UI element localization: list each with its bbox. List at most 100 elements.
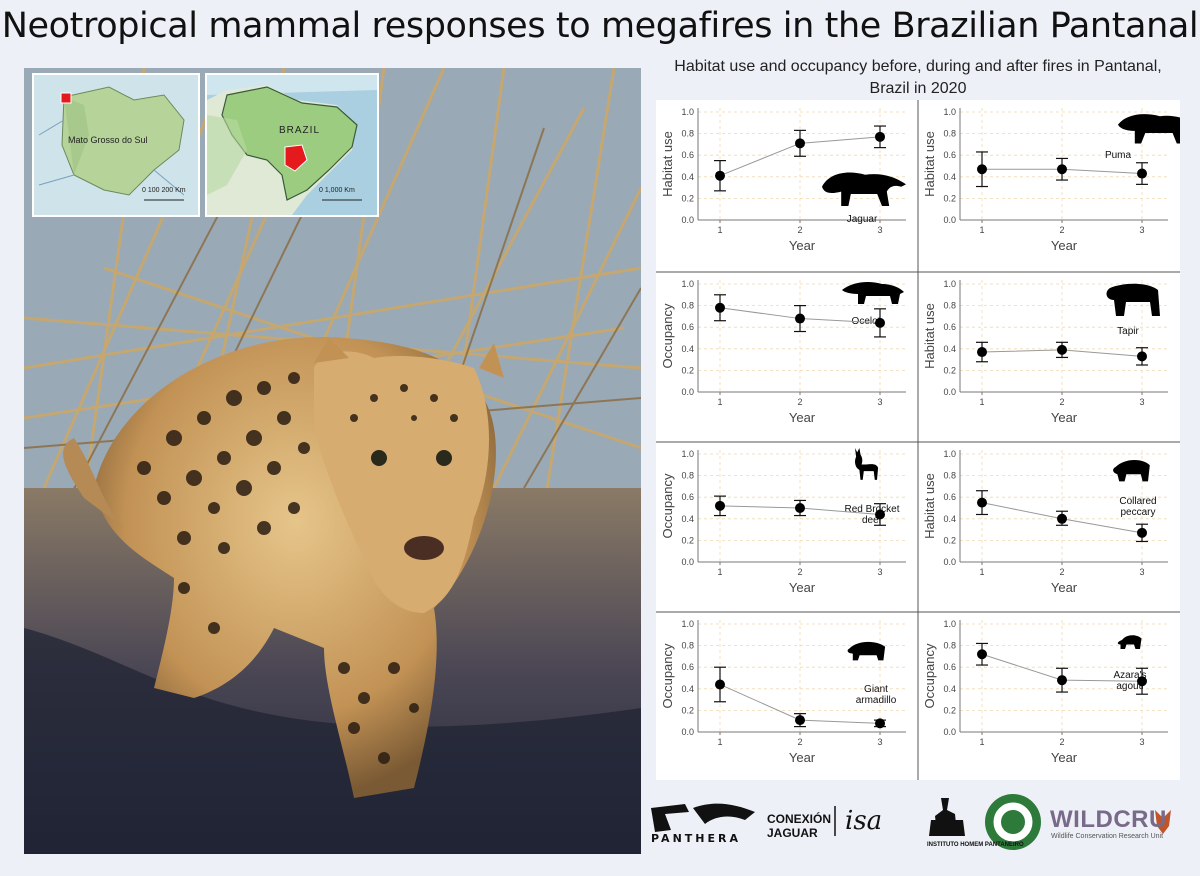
x-tick-label: 2 xyxy=(1059,225,1064,235)
y-tick-label: 0.8 xyxy=(943,301,956,311)
data-point xyxy=(715,500,725,511)
y-tick-label: 0.4 xyxy=(681,172,694,182)
y-tick-label: 0.6 xyxy=(681,150,694,160)
x-tick-label: 3 xyxy=(1139,397,1144,407)
y-tick-label: 0.6 xyxy=(681,662,694,672)
chart-ocelot: 0.0 0.2 0.4 0.6 0.8 1.0 1 2 3 Year Occupancy Ocelot xyxy=(660,279,906,425)
x-axis-label: Year xyxy=(789,238,816,253)
panthera-logo-text: PANTHERA xyxy=(651,832,741,845)
wildcru-logo-text: WILDCRU xyxy=(1050,806,1167,833)
chart-azara-s-agouti: 0.0 0.2 0.4 0.6 0.8 1.0 1 2 3 Year Occupancy Azara'… xyxy=(922,619,1168,765)
data-point xyxy=(795,715,805,726)
y-tick-label: 0.0 xyxy=(681,215,694,225)
y-tick-label: 0.2 xyxy=(681,193,694,203)
y-tick-label: 0.4 xyxy=(681,514,694,524)
human-carnivore-coexistence-logo-icon xyxy=(985,794,1041,850)
y-tick-label: 0.6 xyxy=(943,150,956,160)
chart-giant-armadillo: 0.0 0.2 0.4 0.6 0.8 1.0 1 2 3 Year Occupancy Gianta… xyxy=(660,619,906,765)
y-axis-label: Habitat use xyxy=(922,303,937,369)
species-label: peccary xyxy=(1120,507,1155,518)
x-tick-label: 3 xyxy=(877,567,882,577)
data-point xyxy=(715,679,725,690)
page-title: Neotropical mammal responses to megafire… xyxy=(1,6,1199,46)
azara-s-agouti-silhouette-icon xyxy=(1117,635,1142,649)
y-tick-label: 0.2 xyxy=(681,535,694,545)
x-tick-label: 2 xyxy=(797,567,802,577)
state-map-illustration xyxy=(34,75,198,215)
x-axis-label: Year xyxy=(1051,750,1078,765)
chart-tapir: 0.0 0.2 0.4 0.6 0.8 1.0 1 2 3 Year Habitat use Tapi… xyxy=(922,279,1168,425)
y-tick-label: 1.0 xyxy=(681,449,694,459)
y-tick-label: 0.4 xyxy=(943,514,956,524)
x-tick-label: 2 xyxy=(797,225,802,235)
conexion-logo-line1: CONEXIÓN xyxy=(767,812,832,826)
x-axis-label: Year xyxy=(789,410,816,425)
x-axis-label: Year xyxy=(1051,238,1078,253)
isa-logo-text: isa xyxy=(845,806,883,836)
y-tick-label: 0.4 xyxy=(681,344,694,354)
species-label: Puma xyxy=(1105,150,1132,161)
y-tick-label: 0.4 xyxy=(943,344,956,354)
x-axis-label: Year xyxy=(1051,410,1078,425)
y-tick-label: 1.0 xyxy=(943,449,956,459)
collared-peccary-silhouette-icon xyxy=(1113,460,1150,482)
x-tick-label: 1 xyxy=(979,397,984,407)
tapir-silhouette-icon xyxy=(1106,283,1160,316)
data-point xyxy=(795,503,805,513)
x-axis-label: Year xyxy=(789,750,816,765)
x-tick-label: 2 xyxy=(1059,737,1064,747)
y-tick-label: 0.8 xyxy=(681,129,694,139)
data-point xyxy=(875,131,885,142)
data-point xyxy=(795,138,805,149)
species-label: Tapir xyxy=(1117,326,1139,337)
data-point xyxy=(1137,168,1147,179)
x-tick-label: 1 xyxy=(717,567,722,577)
y-axis-label: Occupancy xyxy=(660,643,675,709)
data-point xyxy=(977,649,987,660)
conexion-jaguar-logo: CONEXIÓN JAGUAR xyxy=(767,812,831,840)
x-tick-label: 3 xyxy=(1139,225,1144,235)
data-point xyxy=(715,170,725,181)
species-label: agouti xyxy=(1116,681,1143,692)
state-name-label: Mato Grosso do Sul xyxy=(68,135,148,145)
x-tick-label: 3 xyxy=(877,397,882,407)
y-tick-label: 1.0 xyxy=(943,107,956,117)
chart-red-brocket-deer: 0.0 0.2 0.4 0.6 0.8 1.0 1 2 3 Year Occupancy Red Br… xyxy=(660,448,906,595)
y-axis-label: Occupancy xyxy=(660,473,675,539)
y-tick-label: 0.8 xyxy=(681,301,694,311)
species-label: Ocelot xyxy=(852,316,881,327)
y-tick-label: 0.4 xyxy=(943,684,956,694)
y-tick-label: 1.0 xyxy=(681,619,694,629)
x-tick-label: 2 xyxy=(1059,397,1064,407)
x-tick-label: 2 xyxy=(797,737,802,747)
y-tick-label: 1.0 xyxy=(943,619,956,629)
y-tick-label: 0.2 xyxy=(681,705,694,715)
giant-armadillo-silhouette-icon xyxy=(847,641,886,661)
x-tick-label: 2 xyxy=(1059,567,1064,577)
x-axis-label: Year xyxy=(789,580,816,595)
y-axis-label: Habitat use xyxy=(660,131,675,197)
ihp-logo-text: INSTITUTO HOMEM PANTANEIRO xyxy=(927,842,1024,848)
y-tick-label: 0.2 xyxy=(943,365,956,375)
x-tick-label: 1 xyxy=(979,567,984,577)
y-tick-label: 0.6 xyxy=(681,322,694,332)
y-tick-label: 0.0 xyxy=(943,727,956,737)
charts-panel: 0.0 0.2 0.4 0.6 0.8 1.0 1 2 3 Year Habitat use Jagu… xyxy=(656,100,1180,780)
x-axis-label: Year xyxy=(1051,580,1078,595)
species-label: Jaguar xyxy=(847,214,878,225)
y-tick-label: 0.0 xyxy=(681,557,694,567)
logo-graphics xyxy=(651,794,1171,850)
y-tick-label: 0.4 xyxy=(681,684,694,694)
y-axis-label: Habitat use xyxy=(922,131,937,197)
data-point xyxy=(875,509,885,520)
red-brocket-deer-silhouette-icon xyxy=(855,448,879,480)
panthera-logo-icon xyxy=(651,803,755,832)
state-locator-map: Mato Grosso do Sul 0 100 200 Km xyxy=(32,73,200,217)
data-point xyxy=(1057,675,1067,686)
data-point xyxy=(1137,527,1147,538)
x-tick-label: 1 xyxy=(717,225,722,235)
charts-panel-title: Habitat use and occupancy before, during… xyxy=(674,58,1162,97)
state-scale-label: 0 100 200 Km xyxy=(142,187,186,194)
y-tick-label: 0.2 xyxy=(943,705,956,715)
data-point xyxy=(1137,676,1147,687)
